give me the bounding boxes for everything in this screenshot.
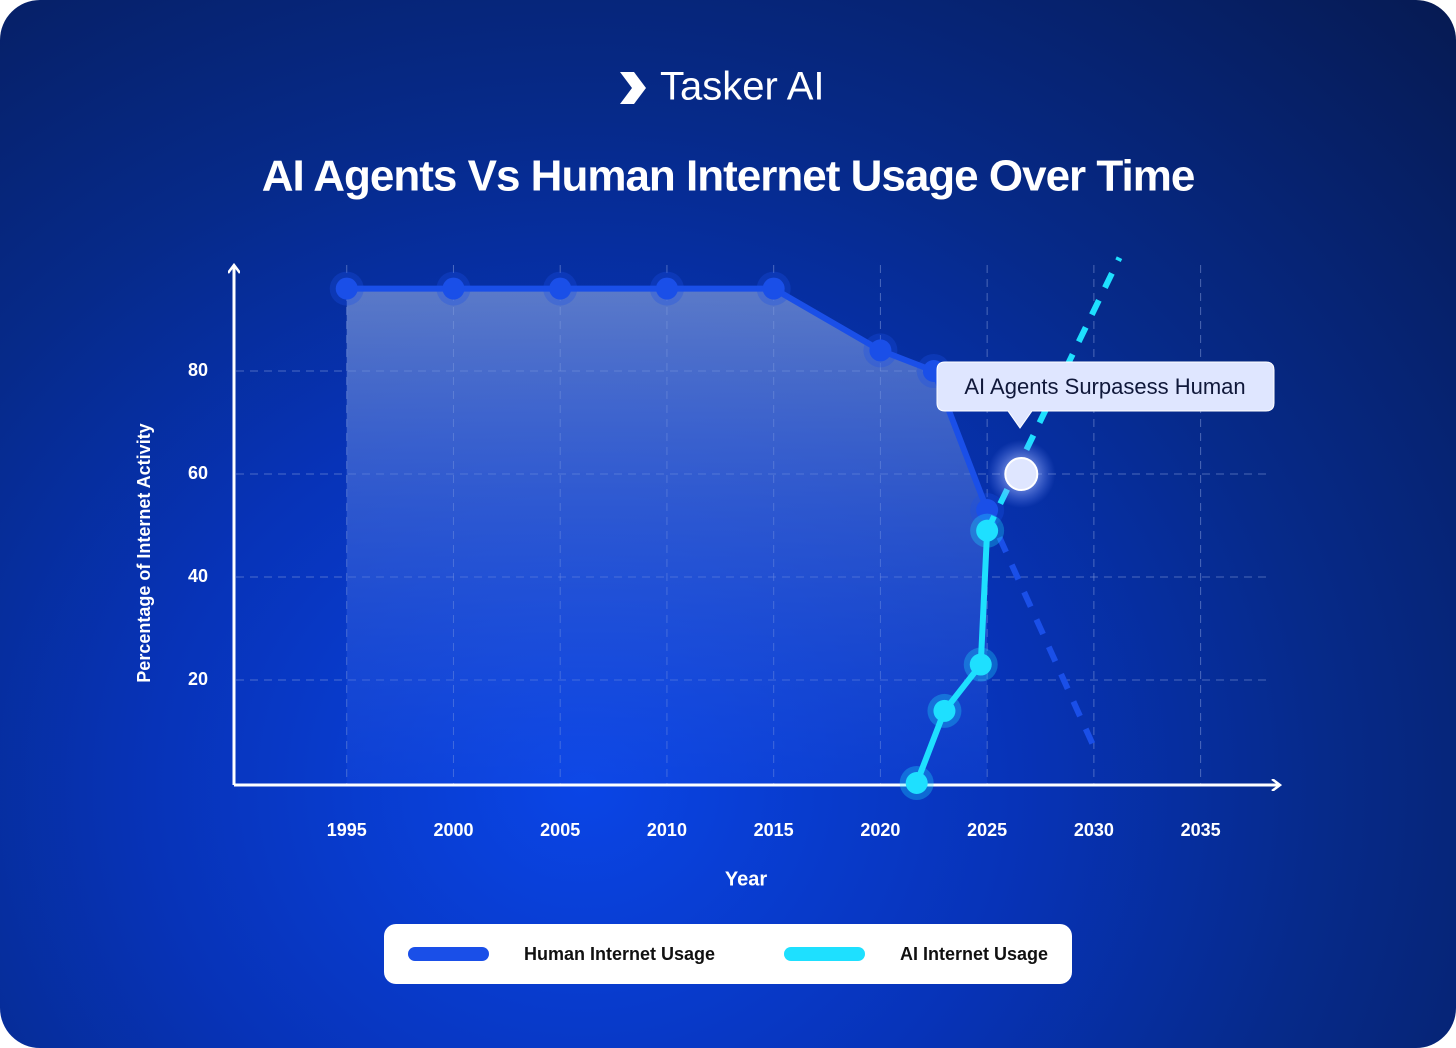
y-axis-label: Percentage of Internet Activity bbox=[134, 423, 154, 682]
legend-box bbox=[384, 924, 1072, 984]
point bbox=[976, 519, 999, 542]
brand-logo bbox=[620, 72, 646, 104]
legend-label: AI Internet Usage bbox=[900, 944, 1048, 964]
x-axis-label: Year bbox=[725, 868, 767, 890]
x-tick-label: 1995 bbox=[327, 820, 367, 840]
y-tick-label: 80 bbox=[188, 360, 208, 380]
legend-swatch bbox=[408, 947, 489, 961]
point bbox=[549, 277, 572, 300]
tooltip-text: AI Agents Surpasess Human bbox=[964, 374, 1245, 399]
projection-line bbox=[984, 508, 1097, 749]
annotation-point bbox=[1004, 457, 1039, 491]
chart-title: AI Agents Vs Human Internet Usage Over T… bbox=[262, 152, 1195, 201]
y-tick-label: 20 bbox=[188, 669, 208, 689]
point bbox=[335, 277, 358, 300]
point bbox=[933, 699, 956, 722]
point bbox=[905, 772, 928, 794]
series-line bbox=[913, 530, 991, 785]
x-tick-label: 2015 bbox=[754, 820, 794, 840]
x-tick-label: 2030 bbox=[1074, 820, 1114, 840]
point bbox=[869, 339, 892, 362]
legend-label: Human Internet Usage bbox=[524, 944, 715, 964]
point bbox=[655, 277, 678, 300]
legend-swatch bbox=[784, 947, 865, 961]
x-tick-label: 2010 bbox=[647, 820, 687, 840]
x-tick-label: 2035 bbox=[1181, 820, 1221, 840]
x-tick-label: 2000 bbox=[433, 820, 473, 840]
area bbox=[346, 288, 988, 783]
y-tick-label: 60 bbox=[188, 463, 208, 483]
point bbox=[969, 653, 992, 676]
x-tick-label: 2020 bbox=[860, 820, 900, 840]
y-tick-label: 40 bbox=[188, 566, 208, 586]
x-tick-label: 2025 bbox=[967, 820, 1007, 840]
point bbox=[442, 277, 465, 300]
brand-name: Tasker AI bbox=[660, 65, 825, 109]
x-tick-label: 2005 bbox=[540, 820, 580, 840]
point bbox=[762, 277, 785, 300]
tooltip bbox=[936, 361, 1275, 429]
